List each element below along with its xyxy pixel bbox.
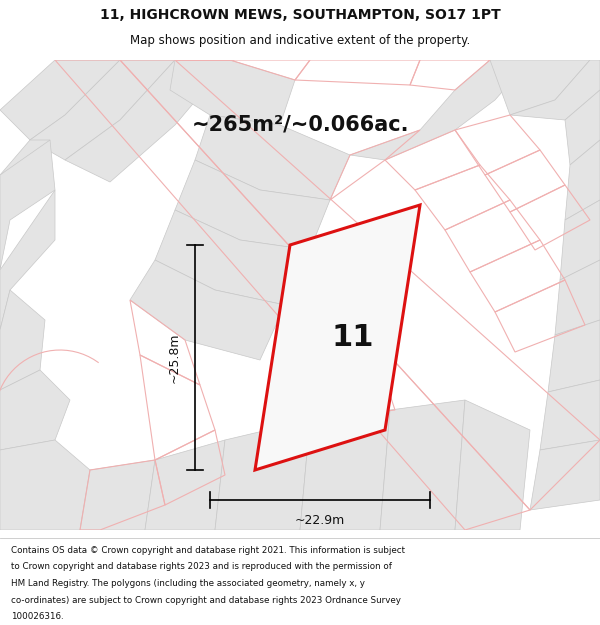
Polygon shape — [130, 260, 285, 360]
Polygon shape — [540, 380, 600, 450]
Polygon shape — [0, 60, 120, 140]
Text: HM Land Registry. The polygons (including the associated geometry, namely x, y: HM Land Registry. The polygons (includin… — [11, 579, 365, 588]
Polygon shape — [565, 90, 600, 165]
Polygon shape — [510, 60, 600, 120]
Polygon shape — [300, 410, 390, 530]
Polygon shape — [555, 260, 600, 335]
Polygon shape — [530, 440, 600, 510]
Polygon shape — [255, 205, 420, 470]
Text: co-ordinates) are subject to Crown copyright and database rights 2023 Ordnance S: co-ordinates) are subject to Crown copyr… — [11, 596, 401, 605]
Text: Map shows position and indicative extent of the property.: Map shows position and indicative extent… — [130, 34, 470, 47]
Text: 11, HIGHCROWN MEWS, SOUTHAMPTON, SO17 1PT: 11, HIGHCROWN MEWS, SOUTHAMPTON, SO17 1P… — [100, 8, 500, 22]
Polygon shape — [0, 140, 50, 210]
Polygon shape — [0, 440, 90, 530]
Text: 100026316.: 100026316. — [11, 612, 64, 621]
Text: 11: 11 — [331, 323, 374, 352]
Polygon shape — [548, 320, 600, 392]
Polygon shape — [380, 400, 465, 530]
Polygon shape — [175, 160, 330, 250]
Text: ~22.9m: ~22.9m — [295, 514, 345, 527]
Text: to Crown copyright and database rights 2023 and is reproduced with the permissio: to Crown copyright and database rights 2… — [11, 562, 392, 571]
Polygon shape — [145, 440, 225, 530]
Polygon shape — [80, 460, 155, 530]
Polygon shape — [0, 140, 55, 270]
Polygon shape — [170, 60, 295, 125]
Polygon shape — [560, 200, 600, 280]
Text: ~25.8m: ~25.8m — [168, 332, 181, 382]
Polygon shape — [215, 420, 310, 530]
Polygon shape — [0, 290, 45, 390]
Polygon shape — [565, 140, 600, 220]
Polygon shape — [455, 400, 530, 530]
Text: ~265m²/~0.066ac.: ~265m²/~0.066ac. — [191, 115, 409, 135]
Polygon shape — [0, 370, 70, 450]
Text: Contains OS data © Crown copyright and database right 2021. This information is : Contains OS data © Crown copyright and d… — [11, 546, 405, 555]
Polygon shape — [65, 60, 230, 182]
Polygon shape — [490, 60, 590, 115]
Polygon shape — [155, 210, 310, 305]
Polygon shape — [350, 60, 530, 160]
Polygon shape — [30, 60, 175, 160]
Polygon shape — [195, 115, 350, 200]
Polygon shape — [0, 190, 55, 330]
